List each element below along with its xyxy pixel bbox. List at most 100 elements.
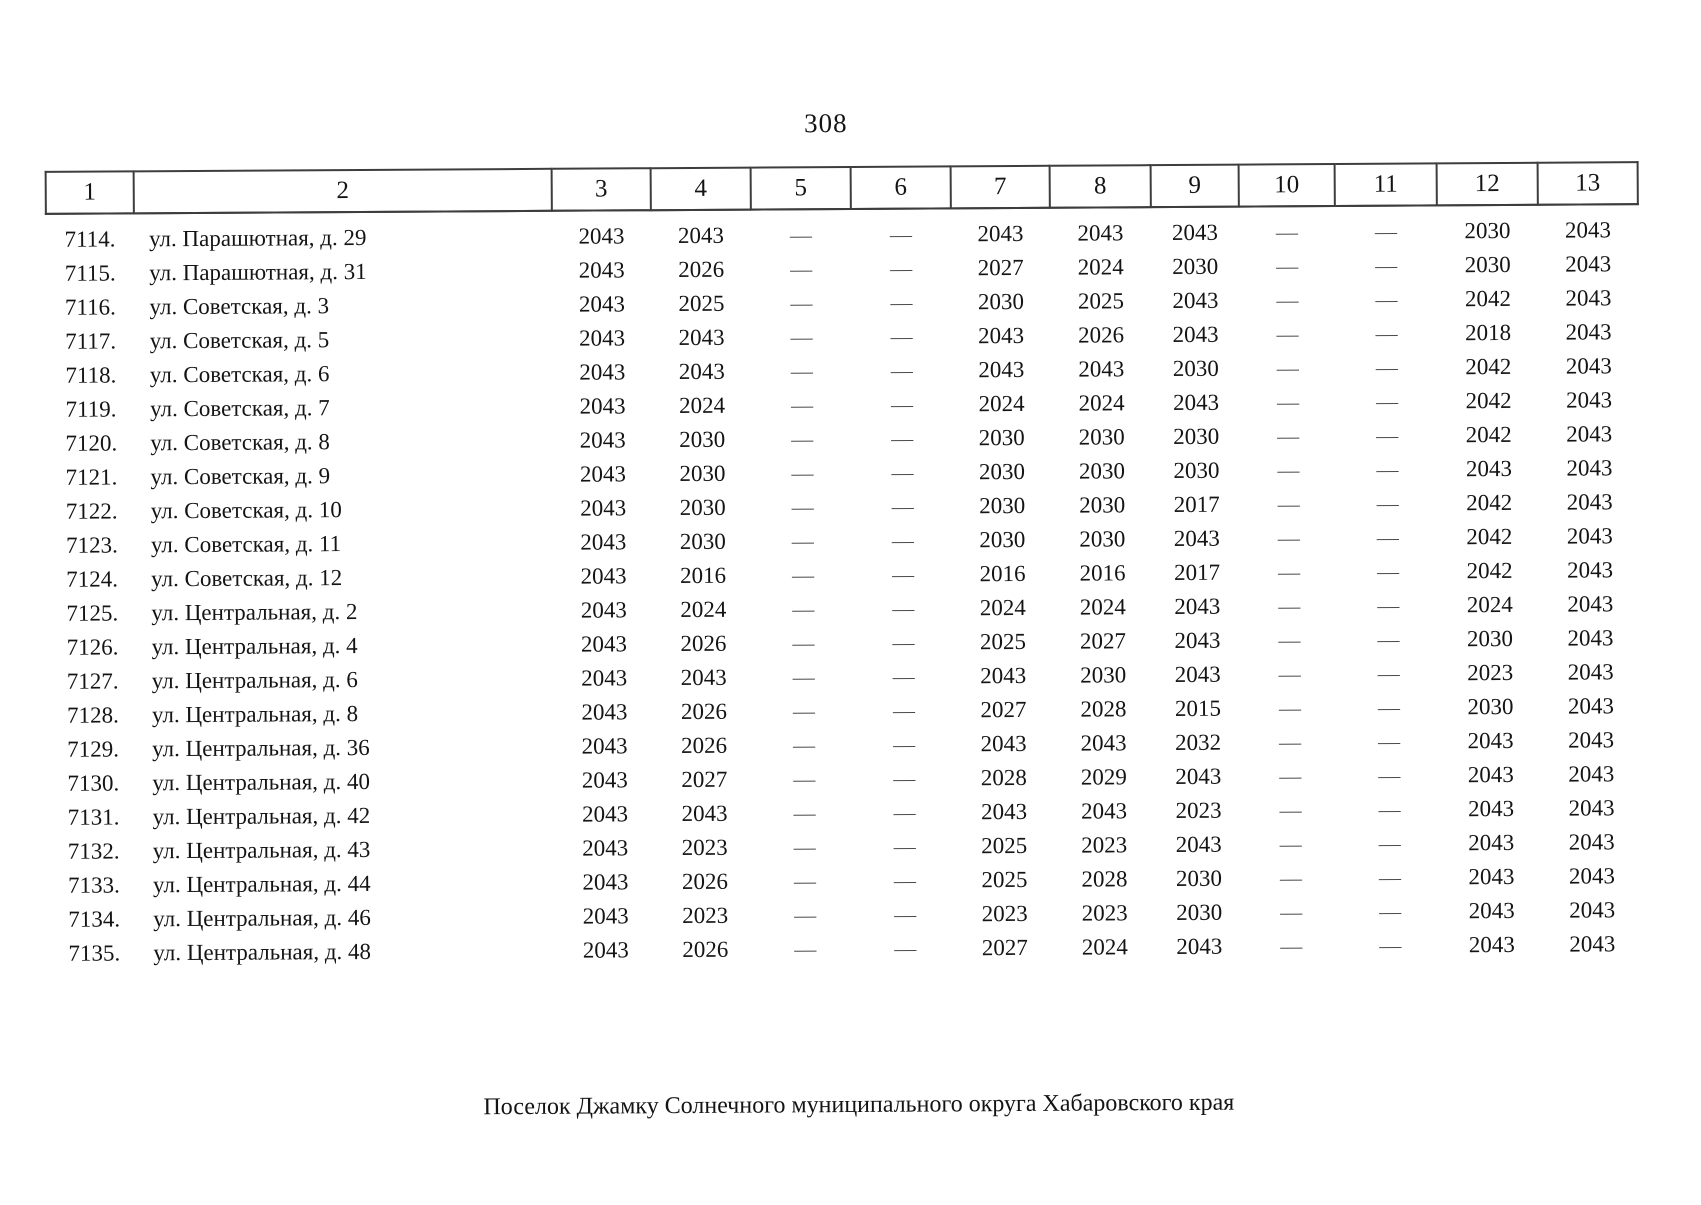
value-cell: —	[1279, 831, 1302, 857]
value-cell: —	[1277, 491, 1300, 517]
address-cell: ул. Советская, д. 6	[149, 361, 330, 388]
value-cell: —	[793, 800, 816, 826]
value-cell: —	[789, 222, 813, 248]
value-cell: 2025	[981, 832, 1028, 859]
row-number-cell: 7130.	[67, 770, 120, 796]
address-cell: ул. Советская, д. 11	[150, 531, 342, 558]
row-number-cell: 7114.	[64, 226, 116, 252]
value-cell: 2025	[1077, 288, 1124, 314]
value-cell: 2043	[980, 798, 1028, 825]
value-cell: 2043	[1566, 421, 1613, 447]
value-cell: —	[790, 290, 813, 316]
row-number-cell: 7125.	[66, 600, 119, 626]
value-cell: 2028	[1081, 866, 1128, 892]
value-cell: 2042	[1466, 557, 1513, 584]
value-cell: —	[1378, 830, 1401, 856]
address-cell: ул. Советская, д. 7	[149, 395, 330, 422]
value-cell: 2043	[580, 631, 628, 657]
value-cell: 2043	[1468, 897, 1515, 924]
value-cell: 2024	[1081, 934, 1128, 960]
value-cell: 2030	[1466, 625, 1514, 652]
header-cell: 6	[850, 166, 951, 209]
value-cell: —	[790, 358, 813, 384]
value-cell: —	[1376, 524, 1399, 550]
header-cell: 2	[133, 168, 552, 214]
table-body: 7114. ул. Парашютная, д. 29 2043 2043 — — 2043…	[46, 204, 1643, 971]
value-cell: 2043	[1567, 591, 1614, 617]
value-cell: 2043	[1567, 625, 1614, 651]
row-number-cell: 7128.	[66, 702, 119, 728]
value-cell: 2043	[581, 733, 628, 759]
value-cell: 2043	[980, 730, 1027, 757]
value-cell: 2043	[677, 222, 725, 249]
value-cell: —	[790, 256, 813, 282]
value-cell: —	[1277, 423, 1300, 449]
header-cell: 3	[551, 168, 651, 211]
value-cell: —	[1377, 626, 1400, 652]
value-cell: 2043	[1566, 489, 1613, 515]
value-cell: 2043	[1568, 829, 1615, 855]
value-cell: 2043	[580, 563, 627, 589]
value-cell: —	[1378, 864, 1402, 890]
value-cell: 2043	[1565, 387, 1613, 413]
row-number-cell: 7132.	[67, 838, 120, 864]
value-cell: —	[892, 697, 915, 723]
value-cell: 2043	[1173, 525, 1220, 552]
address-cell: ул. Советская, д. 12	[151, 565, 343, 592]
value-cell: 2043	[1468, 829, 1515, 856]
value-cell: —	[1276, 321, 1299, 347]
row-number-cell: 7120.	[65, 430, 118, 456]
value-cell: 2043	[579, 427, 626, 453]
value-cell: 2017	[1173, 491, 1220, 518]
value-cell: 2043	[1569, 931, 1616, 957]
value-cell: 2043	[582, 937, 629, 963]
value-cell: 2043	[1080, 730, 1127, 756]
value-cell: —	[889, 221, 913, 247]
row-number-cell: 7116.	[64, 294, 116, 320]
value-cell: 2043	[578, 257, 625, 283]
value-cell: 2043	[1566, 523, 1613, 549]
value-cell: 2043	[1566, 455, 1613, 481]
address-cell: ул. Советская, д. 8	[150, 429, 330, 456]
value-cell: 2030	[679, 494, 726, 521]
value-cell: 2026	[680, 630, 727, 657]
value-cell: —	[890, 357, 913, 383]
value-cell: —	[1374, 218, 1398, 244]
value-cell: —	[1377, 592, 1400, 618]
address-cell: ул. Парашютная, д. 29	[148, 224, 367, 252]
value-cell: 2043	[1569, 897, 1616, 923]
value-cell: 2043	[579, 325, 626, 351]
address-cell: ул. Центральная, д. 6	[151, 667, 358, 694]
value-cell: 2042	[1466, 489, 1513, 516]
value-cell: 2025	[981, 866, 1028, 893]
row-number-cell: 7118.	[65, 362, 117, 388]
value-cell: 2042	[1465, 421, 1512, 448]
value-cell: —	[792, 630, 815, 656]
value-cell: —	[1277, 525, 1300, 551]
value-cell: 2042	[1465, 387, 1512, 414]
value-cell: 2043	[1172, 321, 1219, 348]
value-cell: —	[1377, 558, 1400, 584]
address-cell: ул. Советская, д. 9	[150, 463, 331, 490]
value-cell: —	[892, 629, 915, 655]
value-cell: —	[1376, 490, 1399, 516]
value-cell: 2043	[579, 359, 626, 385]
value-cell: 2043	[581, 801, 629, 827]
row-number-cell: 7127.	[66, 668, 119, 694]
value-cell: —	[1378, 728, 1401, 754]
value-cell: 2043	[1568, 863, 1616, 889]
value-cell: 2030	[1467, 693, 1514, 720]
row-number-cell: 7115.	[64, 260, 116, 286]
header-cell: 4	[650, 167, 751, 211]
value-cell: 2043	[1565, 319, 1612, 345]
value-cell: 2017	[1174, 559, 1221, 586]
value-cell: 2043	[1467, 795, 1515, 822]
value-cell: 2042	[1464, 285, 1511, 312]
value-cell: 2030	[1078, 458, 1126, 484]
value-cell: 2030	[977, 288, 1025, 315]
value-cell: —	[793, 868, 817, 894]
value-cell: 2043	[580, 529, 627, 555]
value-cell: 2030	[1172, 253, 1219, 280]
value-cell: 2043	[1077, 220, 1124, 246]
row-number-cell: 7124.	[66, 566, 119, 592]
